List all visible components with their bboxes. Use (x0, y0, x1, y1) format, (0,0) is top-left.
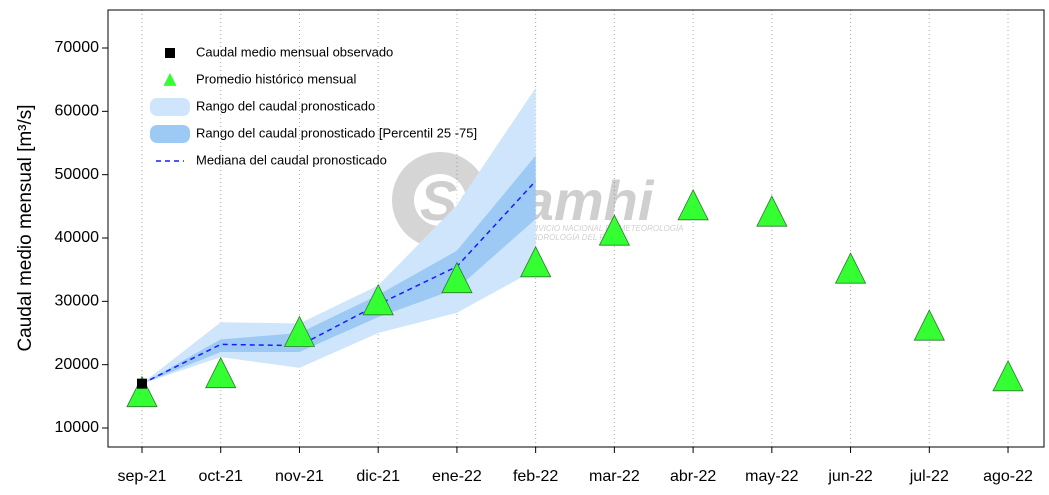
legend: Caudal medio mensual observado Promedio h… (150, 44, 477, 167)
x-tick-label: oct-21 (198, 468, 243, 485)
observed-marker (137, 378, 147, 389)
y-tick-label: 20000 (55, 356, 100, 373)
legend-label: Mediana del caudal pronosticado (196, 152, 387, 167)
historical-marker (598, 214, 631, 246)
historical-marker (126, 375, 158, 408)
x-tick-label: may-22 (745, 468, 798, 485)
historical-marker (677, 188, 709, 221)
historical-marker (441, 261, 473, 294)
x-tick-label: sep-21 (118, 468, 167, 485)
legend-label: Promedio histórico mensual (196, 71, 357, 86)
legend-marker (150, 98, 190, 116)
x-tick-label: jul-22 (909, 468, 949, 485)
y-tick-label: 30000 (55, 293, 100, 310)
median-line (141, 180, 537, 385)
y-tick-label: 10000 (55, 419, 100, 436)
y-axis-label: Caudal medio mensual [m³/s] (15, 104, 36, 351)
y-tick-label: 60000 (55, 103, 100, 120)
x-tick-label: jun-22 (827, 468, 873, 485)
historical-marker (283, 315, 316, 347)
y-tick-label: 70000 (55, 39, 100, 56)
x-tick-label: feb-22 (513, 468, 558, 485)
x-tick-label: ene-22 (432, 468, 482, 485)
range-band (142, 87, 536, 384)
legend-marker (163, 72, 177, 86)
historical-marker (520, 245, 552, 278)
x-tick-label: abr-22 (670, 468, 716, 485)
x-tick-label: nov-21 (275, 468, 324, 485)
y-tick-label: 50000 (55, 166, 100, 183)
legend-label: Rango del caudal pronosticado (196, 98, 375, 113)
legend-label: Rango del caudal pronosticado [Percentil… (196, 125, 477, 140)
watermark-line: SERVICIO NACIONAL DE METEOROLOGÍA (522, 224, 684, 233)
historical-marker (913, 309, 945, 341)
legend-marker (150, 125, 190, 143)
x-tick-label: ago-22 (983, 468, 1033, 485)
historical-marker (834, 252, 867, 284)
x-tick-label: mar-22 (589, 468, 640, 485)
x-tick-label: dic-21 (356, 468, 400, 485)
watermark-line: E HIDROLOGÍA DEL PERÚ (522, 233, 622, 242)
historical-marker (992, 359, 1024, 392)
historical-marker (362, 283, 394, 316)
legend-label: Caudal medio mensual observado (196, 44, 393, 59)
historical-marker (756, 195, 788, 227)
legend-marker (165, 48, 175, 58)
y-tick-label: 40000 (55, 229, 100, 246)
historical-marker (205, 356, 237, 389)
plot-frame (107, 9, 1045, 448)
